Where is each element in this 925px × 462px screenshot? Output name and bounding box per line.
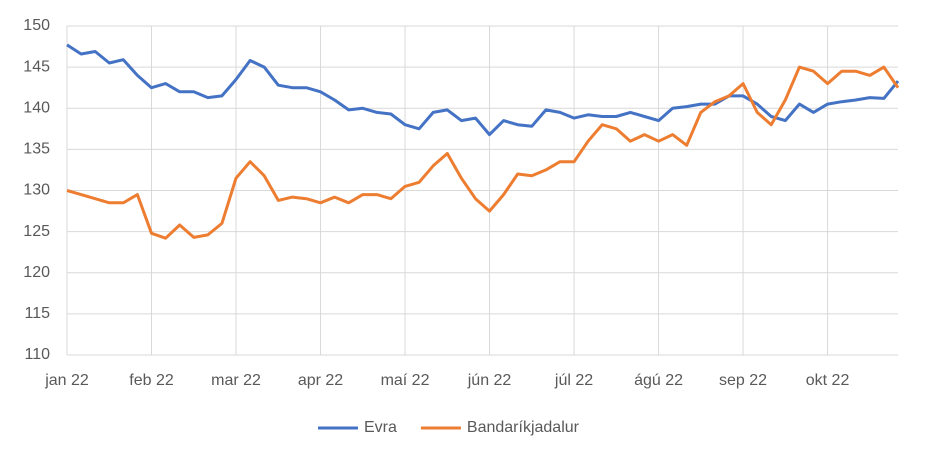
x-tick-label: ágú 22 — [634, 372, 683, 389]
x-tick-label: maí 22 — [381, 372, 430, 389]
x-tick-label: apr 22 — [298, 372, 343, 389]
x-tick-label: okt 22 — [806, 372, 850, 389]
y-tick-label: 150 — [23, 17, 50, 34]
x-tick-label: mar 22 — [211, 372, 261, 389]
legend-label: Bandaríkjadalur — [467, 419, 580, 436]
x-tick-label: sep 22 — [719, 372, 767, 389]
y-tick-label: 135 — [23, 141, 50, 158]
legend-label: Evra — [364, 419, 397, 436]
x-tick-label: júl 22 — [554, 372, 593, 389]
y-tick-label: 110 — [24, 346, 50, 363]
x-tick-label: jún 22 — [467, 372, 512, 389]
y-tick-label: 115 — [24, 305, 50, 322]
y-tick-label: 125 — [23, 223, 50, 240]
x-tick-label: jan 22 — [44, 372, 89, 389]
series-line — [66, 43, 900, 137]
y-tick-label: 140 — [23, 99, 50, 116]
y-tick-label: 145 — [23, 58, 50, 75]
series-line — [66, 65, 900, 240]
x-tick-label: feb 22 — [129, 372, 174, 389]
y-tick-label: 120 — [23, 264, 50, 281]
y-tick-label: 130 — [23, 182, 50, 199]
